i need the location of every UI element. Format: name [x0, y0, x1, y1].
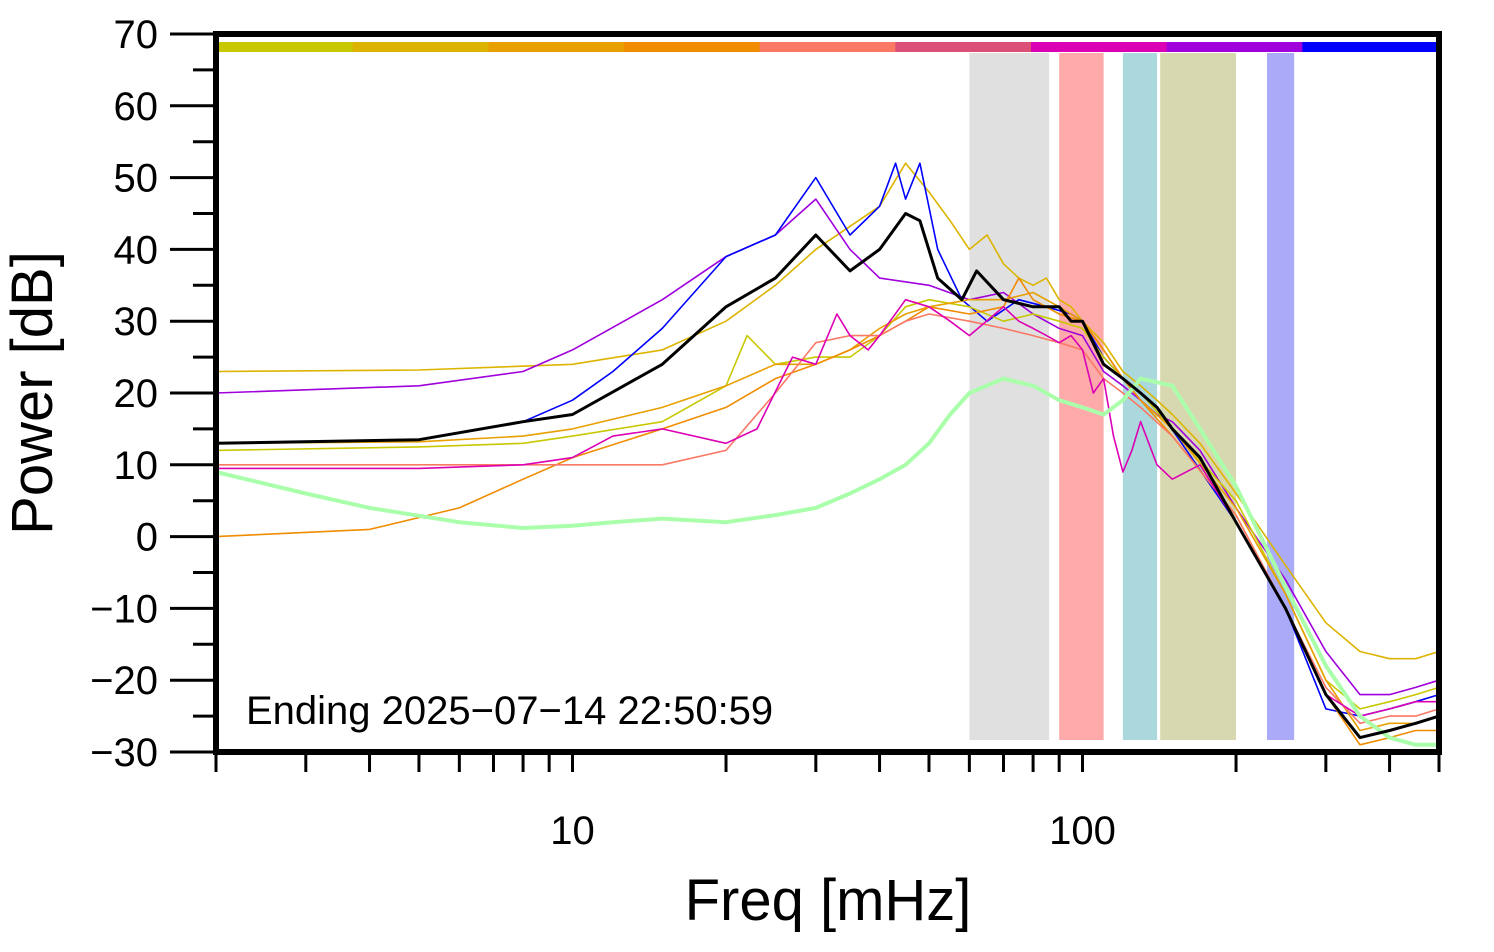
y-tick-label: 40 [114, 228, 159, 272]
top-bar-segment [1302, 42, 1439, 52]
series-line [215, 376, 1439, 747]
x-axis-label: Freq [mHz] [685, 868, 972, 933]
annotation-text: Ending 2025−07−14 22:50:59 [246, 689, 773, 733]
y-tick-label: −20 [90, 659, 158, 703]
y-tick-label: −10 [90, 587, 158, 631]
y-axis-label: Power [dB] [0, 251, 65, 535]
top-bar-segment [1031, 42, 1168, 52]
y-axis: 70 60 50 40 30 20 10 0 −10 −20 −30 [90, 13, 216, 775]
y-tick-label: −30 [90, 731, 158, 775]
y-tick-label: 10 [114, 444, 159, 488]
y-tick-label: 20 [114, 372, 159, 416]
band-rect [969, 53, 1050, 740]
top-bar-segment [352, 42, 489, 52]
y-tick-label: 60 [114, 85, 159, 129]
top-bar-segment [759, 42, 896, 52]
series-line [215, 198, 1440, 696]
x-tick-label: 10 [550, 809, 595, 853]
top-bar-segment [217, 42, 354, 52]
top-bar-segment [488, 42, 625, 52]
top-bar-segment [895, 42, 1032, 52]
y-tick-label: 70 [114, 13, 159, 57]
series-line [215, 212, 1440, 740]
top-bar-segment [1166, 42, 1303, 52]
series-line [215, 162, 1440, 660]
x-axis: 10 100 [214, 752, 1441, 853]
band-rect [1160, 53, 1237, 740]
band-rect [1059, 53, 1104, 740]
band-rect [1122, 53, 1158, 740]
series-line [216, 313, 1440, 725]
frequency-bands [969, 53, 1295, 740]
top-color-bar [217, 42, 1439, 52]
series-line [215, 291, 1440, 732]
band-rect [1266, 53, 1295, 740]
y-tick-label: 0 [136, 516, 158, 560]
y-tick-label: 30 [114, 300, 159, 344]
x-tick-label: 100 [1049, 809, 1116, 853]
top-bar-segment [624, 42, 761, 52]
series-lines [215, 162, 1440, 747]
series-line [216, 298, 1439, 717]
plot-frame [213, 31, 1442, 755]
y-tick-label: 50 [114, 157, 159, 201]
